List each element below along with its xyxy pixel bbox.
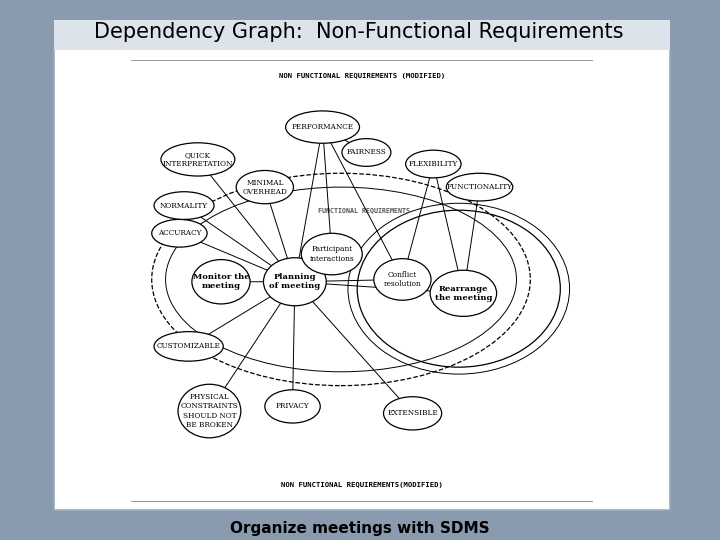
Text: FAIRNESS: FAIRNESS: [346, 148, 387, 157]
Ellipse shape: [301, 233, 362, 275]
Ellipse shape: [152, 219, 207, 247]
Ellipse shape: [161, 143, 235, 176]
Ellipse shape: [342, 139, 391, 166]
Text: FUNCTIONAL REQUIREMENTS: FUNCTIONAL REQUIREMENTS: [318, 207, 410, 213]
Text: Rearrange
the meeting: Rearrange the meeting: [435, 285, 492, 302]
Text: MINIMAL
OVERHEAD: MINIMAL OVERHEAD: [243, 179, 287, 195]
Text: ACCURACY: ACCURACY: [158, 230, 201, 237]
Ellipse shape: [405, 150, 461, 178]
Text: Monitor the
meeting: Monitor the meeting: [193, 273, 249, 291]
Text: PRIVACY: PRIVACY: [276, 402, 310, 410]
Ellipse shape: [264, 258, 326, 306]
Text: Conflict
resolution: Conflict resolution: [384, 271, 421, 288]
Ellipse shape: [446, 173, 513, 201]
Text: NON FUNCTIONAL REQUIREMENTS (MODIFIED): NON FUNCTIONAL REQUIREMENTS (MODIFIED): [279, 73, 445, 79]
Text: FUNCTIONALITY: FUNCTIONALITY: [446, 183, 513, 191]
Ellipse shape: [265, 390, 320, 423]
Text: Planning
of meeting: Planning of meeting: [269, 273, 320, 291]
Text: NORMALITY: NORMALITY: [160, 201, 208, 210]
Ellipse shape: [384, 397, 441, 430]
Text: CUSTOMIZABLE: CUSTOMIZABLE: [157, 342, 220, 350]
Text: QUICK
INTERPRETATION: QUICK INTERPRETATION: [163, 151, 233, 168]
Text: EXTENSIBLE: EXTENSIBLE: [387, 409, 438, 417]
Text: FLEXIBILITY: FLEXIBILITY: [409, 160, 458, 168]
Ellipse shape: [286, 111, 359, 143]
Ellipse shape: [154, 192, 214, 219]
Text: PHYSICAL
CONSTRAINTS
SHOULD NOT
BE BROKEN: PHYSICAL CONSTRAINTS SHOULD NOT BE BROKE…: [181, 393, 238, 429]
Text: Organize meetings with SDMS: Organize meetings with SDMS: [230, 521, 490, 536]
Ellipse shape: [192, 260, 250, 304]
Text: PERFORMANCE: PERFORMANCE: [292, 123, 354, 131]
Text: NON FUNCTIONAL REQUIREMENTS(MODIFIED): NON FUNCTIONAL REQUIREMENTS(MODIFIED): [281, 482, 443, 488]
Text: Participant
interactions: Participant interactions: [310, 246, 354, 262]
Ellipse shape: [236, 171, 294, 204]
Ellipse shape: [430, 270, 497, 316]
Text: Dependency Graph:  Non-Functional Requirements: Dependency Graph: Non-Functional Require…: [94, 22, 623, 43]
Ellipse shape: [374, 259, 431, 300]
Ellipse shape: [178, 384, 240, 438]
Ellipse shape: [154, 332, 223, 361]
